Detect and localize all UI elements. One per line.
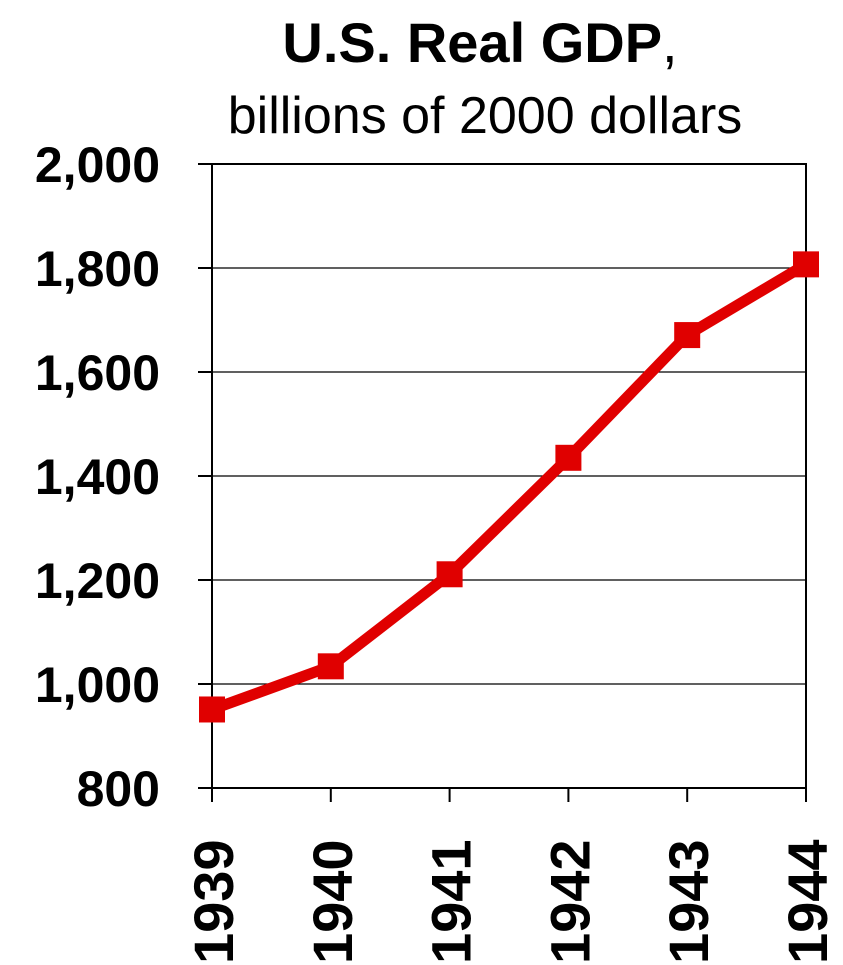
x-tick-label: 1941 <box>420 839 483 964</box>
y-axis-ticks: 800 1,000 1,200 1,400 1,600 1,800 2,000 <box>35 137 212 817</box>
plot-area-frame <box>211 163 807 789</box>
data-markers <box>199 251 819 723</box>
data-point-marker <box>317 653 344 680</box>
data-point-marker <box>199 696 225 723</box>
series-line <box>210 259 809 715</box>
y-tick-label: 1,600 <box>35 345 160 401</box>
data-point-marker <box>674 322 701 349</box>
x-axis-ticks: 1939 1940 1941 1942 1943 1944 <box>182 788 839 964</box>
chart-subtitle: billions of 2000 dollars <box>228 87 743 145</box>
x-tick-label: 1942 <box>538 839 601 964</box>
chart-title: U.S. Real GDP, <box>282 11 677 74</box>
data-point-marker <box>793 251 819 278</box>
y-tick-label: 1,400 <box>35 449 160 505</box>
x-tick-label: 1943 <box>657 839 720 964</box>
data-point-marker <box>436 561 463 588</box>
gridlines <box>212 267 806 685</box>
y-tick-label: 1,200 <box>35 553 160 609</box>
data-point-marker <box>555 444 582 471</box>
x-tick-label: 1939 <box>182 839 245 964</box>
y-tick-label: 800 <box>77 761 160 817</box>
y-tick-label: 1,800 <box>35 241 160 297</box>
y-tick-label: 1,000 <box>35 657 160 713</box>
x-tick-label: 1944 <box>776 839 839 964</box>
x-tick-label: 1940 <box>301 839 364 964</box>
y-tick-label: 2,000 <box>35 137 160 193</box>
